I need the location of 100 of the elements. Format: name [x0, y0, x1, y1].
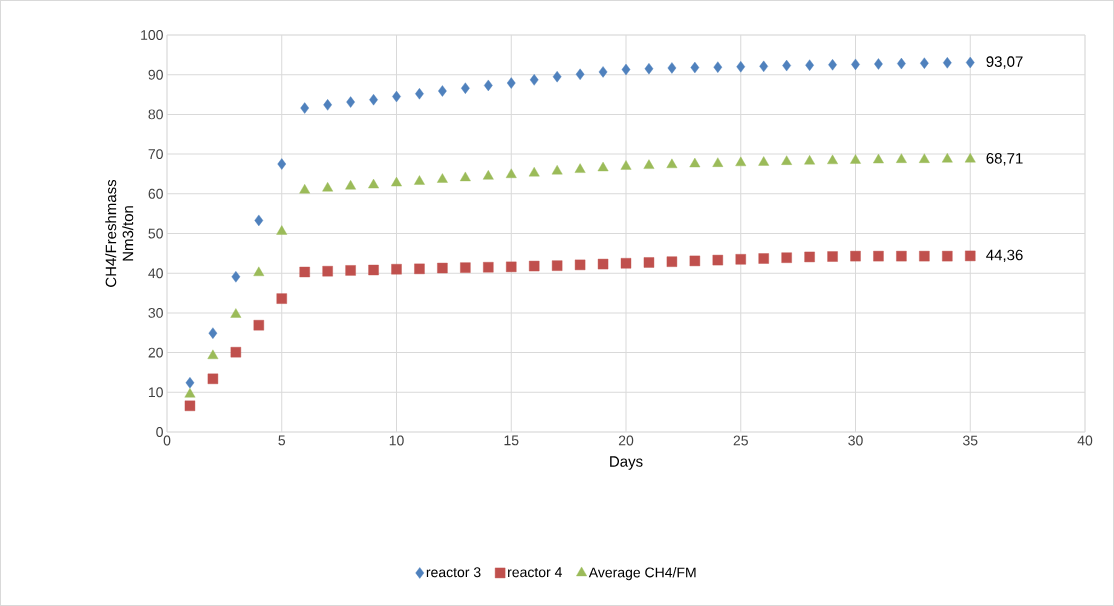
point — [735, 254, 746, 265]
point — [620, 160, 632, 170]
point — [941, 153, 953, 163]
point — [369, 94, 378, 106]
point — [483, 79, 493, 92]
legend-label: reactor 4 — [508, 567, 562, 578]
point — [368, 264, 379, 276]
point — [667, 62, 677, 74]
point — [345, 265, 356, 276]
point — [620, 258, 632, 269]
point — [438, 85, 447, 97]
point — [759, 60, 769, 73]
point — [827, 154, 838, 165]
point — [850, 154, 861, 164]
x-tick-label: 30 — [848, 435, 863, 446]
point — [574, 163, 586, 173]
y-tick-label: 100 — [141, 30, 163, 40]
point — [506, 261, 517, 273]
point — [758, 253, 769, 264]
point — [690, 61, 700, 74]
point — [551, 164, 563, 175]
point — [253, 320, 264, 331]
point — [896, 153, 907, 163]
point — [689, 157, 701, 168]
point — [874, 58, 883, 70]
point — [575, 68, 585, 80]
x-tick-label: 15 — [504, 435, 519, 446]
point — [415, 88, 424, 100]
point — [207, 349, 219, 359]
point — [804, 251, 815, 263]
x-tick-label: 0 — [163, 435, 171, 446]
y-tick-label: 20 — [148, 347, 163, 358]
point — [483, 262, 494, 273]
point — [414, 175, 425, 185]
point — [528, 166, 540, 177]
point — [207, 373, 219, 384]
point — [828, 59, 837, 71]
x-tick-label: 10 — [389, 435, 404, 446]
point — [345, 180, 356, 190]
point — [346, 96, 355, 108]
legend-label: reactor 3 — [426, 567, 481, 578]
point — [254, 214, 264, 227]
x-tick-label: 35 — [963, 435, 978, 446]
point — [965, 250, 976, 262]
point — [322, 182, 334, 192]
point — [551, 260, 563, 271]
point — [185, 377, 195, 389]
point — [391, 176, 402, 187]
point — [184, 400, 196, 411]
point — [942, 250, 953, 262]
data-label: 44,36 — [986, 249, 1023, 263]
x-tick-label: 20 — [618, 435, 634, 446]
point — [781, 252, 792, 263]
point — [598, 66, 608, 78]
point — [460, 262, 471, 273]
point — [597, 161, 609, 172]
point — [965, 56, 975, 69]
y-tick-label: 50 — [148, 228, 163, 239]
point — [644, 63, 654, 75]
point — [208, 327, 218, 339]
point — [827, 251, 838, 262]
x-tick-label: 40 — [1077, 435, 1093, 446]
point — [713, 61, 723, 73]
point — [230, 347, 242, 358]
point — [850, 250, 861, 262]
x-tick-label: 5 — [278, 435, 286, 446]
point — [781, 155, 793, 165]
y-tick-label: 10 — [148, 387, 163, 398]
point — [323, 99, 332, 111]
point — [896, 250, 907, 262]
y-tick-label: 60 — [148, 188, 163, 199]
point — [942, 57, 952, 69]
data-label: 68,71 — [986, 153, 1023, 166]
y-axis-title: CH4/Freshmass Nm3/ton — [105, 179, 134, 287]
point — [506, 77, 516, 89]
point — [666, 256, 678, 267]
point — [482, 170, 494, 180]
x-axis-title: Days — [610, 456, 643, 470]
point — [231, 271, 241, 283]
point — [230, 308, 242, 318]
point — [873, 153, 884, 164]
legend-label: Average CH4/FM — [588, 567, 696, 581]
y-tick-label: 0 — [156, 427, 163, 437]
point — [689, 255, 701, 267]
point — [643, 257, 655, 268]
point — [391, 264, 402, 275]
point — [276, 225, 288, 235]
y-tick-label: 80 — [148, 109, 163, 120]
point — [184, 388, 196, 398]
point — [643, 159, 655, 169]
point — [736, 61, 746, 73]
point — [437, 262, 448, 274]
point — [873, 250, 884, 262]
point — [920, 57, 929, 69]
point — [322, 266, 333, 277]
y-tick-label: 70 — [148, 149, 163, 160]
point — [459, 171, 471, 182]
point — [712, 157, 724, 167]
point — [299, 266, 310, 278]
point — [621, 63, 631, 76]
